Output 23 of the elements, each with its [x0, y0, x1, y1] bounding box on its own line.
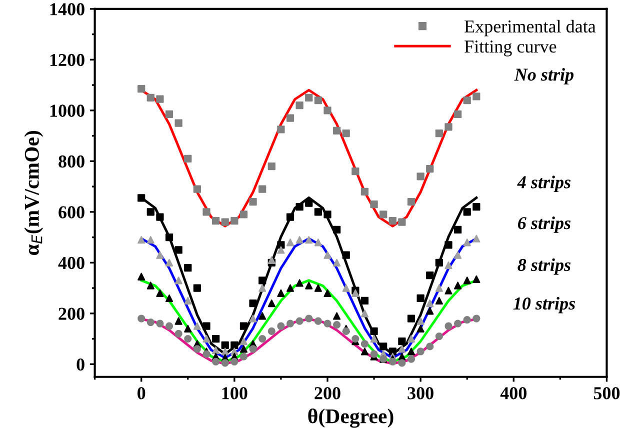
- y-tick-label: 1400: [50, 3, 84, 16]
- y-tick-label: 600: [58, 206, 84, 218]
- y-tick-label: 1000: [50, 104, 84, 117]
- y-tick-label: 400: [58, 256, 84, 270]
- x-tick-label: 500: [594, 387, 620, 400]
- x-tick-label: 0: [138, 387, 146, 400]
- legend-label: Experimental data: [464, 20, 596, 36]
- y-tick-label: 1200: [50, 54, 84, 66]
- x-tick-label: 300: [408, 387, 434, 400]
- y-tick-label: 200: [58, 308, 84, 320]
- annotation: 4 strips: [517, 176, 571, 192]
- x-tick-label: 100: [222, 387, 248, 400]
- x-tick-label: 200: [314, 387, 340, 400]
- y-tick-label: 800: [58, 155, 84, 168]
- annotation: No strip: [514, 68, 574, 84]
- annotation: 8 strips: [518, 258, 571, 275]
- y-tick-label: 0: [76, 358, 84, 371]
- y-axis-title: α$_{E}$(mV/cmOe): [24, 131, 44, 256]
- legend-label: Fitting curve: [464, 40, 556, 56]
- x-axis-title: θ(Degree): [308, 408, 394, 428]
- x-tick-label: 400: [500, 387, 526, 400]
- annotation: 6 strips: [518, 216, 571, 233]
- annotation: 10 strips: [513, 296, 576, 314]
